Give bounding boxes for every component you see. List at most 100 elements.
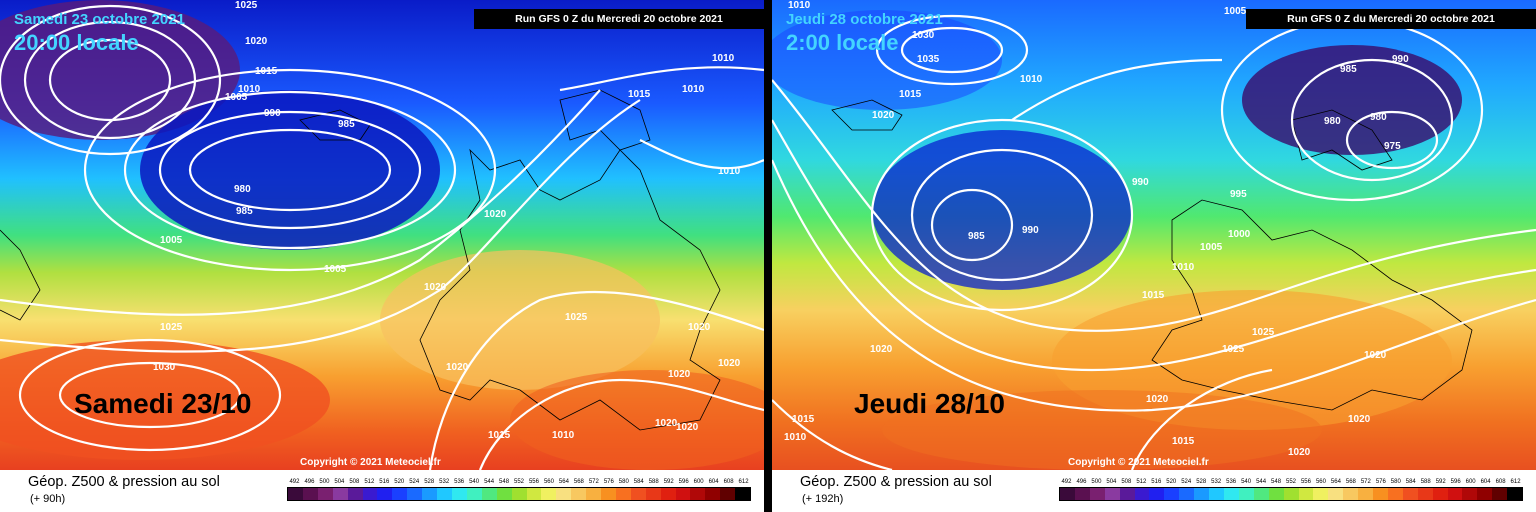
forecast-panel-right: 1010 1030 1035 1015 1020 1010 1005 985 9… (772, 0, 1536, 512)
colorbar-cell (705, 488, 721, 500)
colorbar-tick: 504 (334, 479, 345, 485)
legend-footer: Géop. Z500 & pression au sol (+ 90h) 492… (0, 470, 764, 512)
isobar-label: 985 (236, 206, 253, 217)
colorbar-tick: 584 (1405, 479, 1416, 485)
south-warm (510, 370, 764, 470)
colorbar-cell (1298, 488, 1314, 500)
isobar-label: 1005 (225, 92, 248, 103)
lead-time: (+ 192h) (802, 493, 844, 505)
colorbar-tick: 560 (1315, 479, 1326, 485)
isobar-label: 1020 (424, 282, 447, 293)
isobar-label: 1035 (917, 54, 940, 65)
colorbar-tick: 584 (633, 479, 644, 485)
colorbar-tick: 580 (618, 479, 629, 485)
isobar-label: 1020 (676, 422, 699, 433)
colorbar-tick: 604 (708, 479, 719, 485)
low-core (140, 90, 440, 250)
forecast-panel-left: 1025 1020 1015 1010 1005 990 985 980 985… (0, 0, 764, 512)
colorbar-cell (1313, 488, 1329, 500)
isobar-label: 1020 (668, 369, 691, 380)
colorbar-cell (675, 488, 691, 500)
colorbar-cell (1432, 488, 1448, 500)
colorbar-tick: 592 (1435, 479, 1446, 485)
colorbar-cell (541, 488, 557, 500)
low-core (872, 130, 1132, 290)
colorbar-tick: 536 (1226, 479, 1237, 485)
isobar-label: 1015 (628, 89, 651, 100)
colorbar-tick: 612 (1510, 479, 1521, 485)
isobar-label: 980 (1370, 112, 1387, 123)
isobar-label: 1020 (1364, 350, 1387, 361)
colorbar-cell (690, 488, 706, 500)
isobar-label: 1030 (912, 30, 935, 41)
isobar-label: 1015 (255, 66, 278, 77)
colorbar-tick: 540 (469, 479, 480, 485)
colorbar-tick: 532 (439, 479, 450, 485)
isobar-label: 995 (1230, 189, 1247, 200)
isobar-lines (0, 4, 764, 470)
isobar-label: 985 (1340, 64, 1357, 75)
colorbar-cell (1134, 488, 1150, 500)
north-low (772, 10, 1002, 110)
isobar-label: 985 (338, 119, 355, 130)
lead-time: (+ 90h) (30, 493, 66, 505)
isobar-label: 1020 (245, 36, 268, 47)
forecast-time: 2:00 locale (786, 30, 899, 55)
isobar-label: 1020 (484, 209, 507, 220)
colorbar-cell (481, 488, 497, 500)
colorbar-cell (1119, 488, 1135, 500)
isobar-label: 980 (1324, 116, 1341, 127)
isobar-label: 1020 (1348, 414, 1371, 425)
colorbar-tick: 576 (1375, 479, 1386, 485)
colorbar-cell (496, 488, 512, 500)
isobar-label: 1020 (718, 358, 741, 369)
colorbar-tick: 528 (1196, 479, 1207, 485)
trough-purple (1242, 45, 1462, 155)
isobar-label: 1010 (718, 166, 741, 177)
colorbar-cell (302, 488, 318, 500)
colorbar-cell (556, 488, 572, 500)
colorbar-tick: 492 (1061, 479, 1072, 485)
colorbar-cell (1402, 488, 1418, 500)
isobar-label: 1020 (688, 322, 711, 333)
isobar-label: 1020 (1146, 394, 1169, 405)
colorbar-cell (437, 488, 452, 500)
colorbar-cell (571, 488, 587, 500)
colorbar-tick: 544 (1256, 479, 1267, 485)
colorbar-tick: 564 (1330, 479, 1341, 485)
day-label: Samedi 23/10 (74, 388, 252, 419)
colorbar-tick: 540 (1241, 479, 1252, 485)
scandinavia-coastline (1291, 109, 1393, 171)
isobar-label: 1025 (1252, 327, 1275, 338)
colorbar-cell (1268, 488, 1284, 500)
colorbar-tick: 512 (364, 479, 375, 485)
colorbar-cell (735, 488, 751, 500)
colorbar-cell (1149, 488, 1165, 500)
colorbar-tick: 512 (1136, 479, 1147, 485)
colorbar-tick: 560 (543, 479, 554, 485)
isobar-label: 990 (264, 108, 281, 119)
field-label: Géop. Z500 & pression au sol (28, 474, 220, 490)
colorbar-cell (660, 488, 676, 500)
isobar-label: 1005 (160, 235, 183, 246)
colorbar-tick: 528 (424, 479, 435, 485)
colorbar-cell (1179, 488, 1195, 500)
colorbar-tick: 500 (319, 479, 330, 485)
copyright: Copyright © 2021 Meteociel.fr (300, 457, 441, 468)
colorbar-tick: 552 (1286, 479, 1297, 485)
colorbar-cells (1059, 487, 1523, 501)
colorbar-cell (1209, 488, 1224, 500)
isobar-label: 1015 (1142, 290, 1165, 301)
run-label: Run GFS 0 Z du Mercredi 20 octobre 2021 (1246, 9, 1536, 29)
copyright: Copyright © 2021 Meteociel.fr (1068, 457, 1209, 468)
colorbar-cells (287, 487, 751, 501)
colorbar: 492 496 500 504 508 512 516 520 524 528 532 536 540 5… (1059, 477, 1523, 501)
colorbar-tick: 516 (379, 479, 390, 485)
europe-coastline (1151, 199, 1473, 411)
europe-coastline (419, 148, 721, 431)
colorbar-tick: 548 (499, 479, 510, 485)
colorbar-tick: 508 (1121, 479, 1132, 485)
isobar-label: 1020 (1288, 447, 1311, 458)
colorbar-cell (451, 488, 467, 500)
